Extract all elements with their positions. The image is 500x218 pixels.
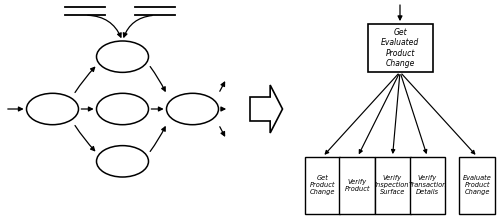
Polygon shape bbox=[250, 85, 282, 133]
Text: Get
Evaluated
Product
Change: Get Evaluated Product Change bbox=[381, 28, 419, 68]
FancyBboxPatch shape bbox=[374, 157, 410, 214]
Text: Evaluate
Product
Change: Evaluate Product Change bbox=[463, 175, 492, 195]
FancyBboxPatch shape bbox=[460, 157, 496, 214]
FancyBboxPatch shape bbox=[410, 157, 446, 214]
Text: Get
Product
Change: Get Product Change bbox=[310, 175, 335, 195]
Text: Verify
Transaction
Details: Verify Transaction Details bbox=[408, 175, 447, 195]
FancyBboxPatch shape bbox=[368, 24, 432, 72]
Text: Verify
Product: Verify Product bbox=[345, 179, 370, 192]
FancyBboxPatch shape bbox=[304, 157, 340, 214]
Text: Verify
Inspection
Surface: Verify Inspection Surface bbox=[375, 175, 410, 195]
FancyBboxPatch shape bbox=[340, 157, 376, 214]
